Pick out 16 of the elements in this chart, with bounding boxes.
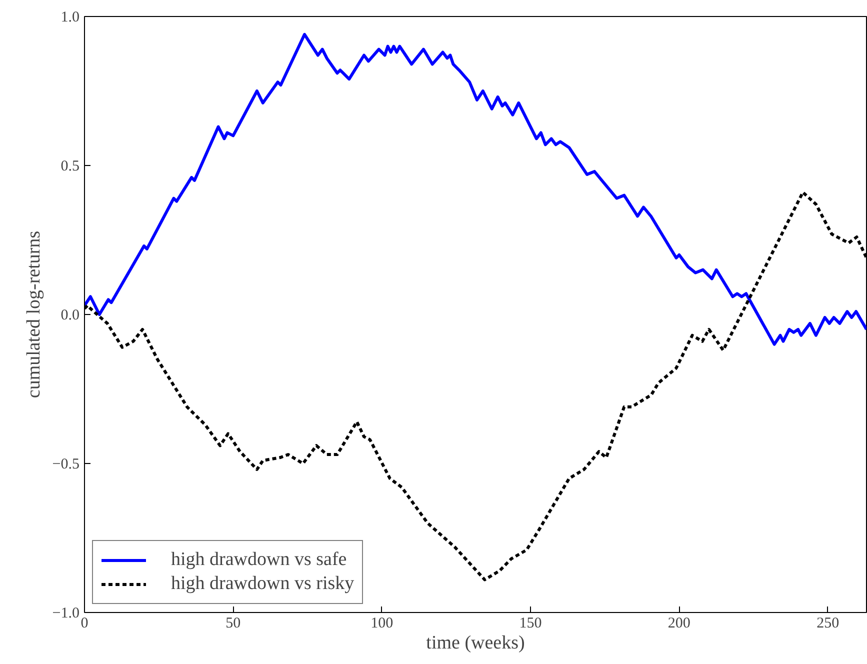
y-tick-label: −0.5 bbox=[52, 456, 80, 472]
y-axis-title: cumulated log-returns bbox=[23, 230, 44, 398]
y-tick-label: 0.5 bbox=[60, 158, 80, 174]
line-series bbox=[84, 32, 866, 346]
x-tick-label: 200 bbox=[668, 616, 690, 632]
x-tick-label: 250 bbox=[816, 616, 840, 632]
y-tick-label: 0.0 bbox=[60, 308, 80, 324]
y-tick-label: 1.0 bbox=[60, 10, 80, 26]
x-axis-title: time (weeks) bbox=[426, 632, 525, 654]
x-tick-label: 0 bbox=[80, 616, 88, 632]
legend-label: high drawdown vs safe bbox=[171, 549, 347, 571]
x-tick-label: 150 bbox=[519, 616, 542, 632]
y-tick-label: −1.0 bbox=[52, 606, 80, 622]
legend-label: high drawdown vs risky bbox=[171, 573, 354, 595]
x-tick-label: 50 bbox=[226, 616, 241, 632]
x-tick-label: 100 bbox=[370, 616, 394, 632]
